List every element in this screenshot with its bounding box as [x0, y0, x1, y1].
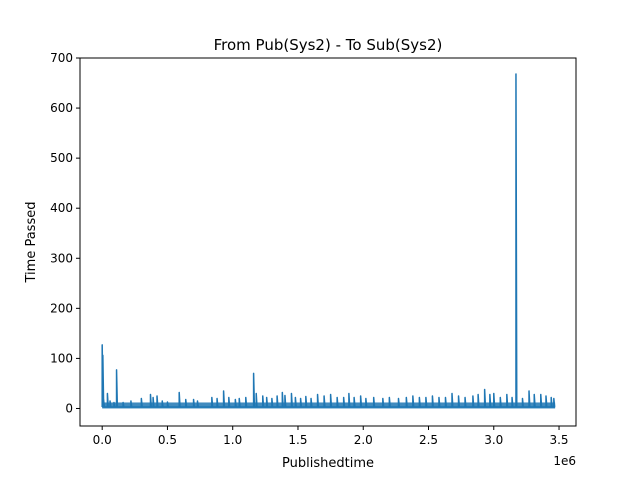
series-line: [101, 73, 556, 408]
x-tick-label: 3.0: [484, 433, 503, 447]
x-tick-label: 1.0: [223, 433, 242, 447]
y-tick-label: 400: [50, 201, 73, 215]
y-tick-label: 700: [50, 51, 73, 65]
y-tick-label: 200: [50, 301, 73, 315]
x-tick-label: 1.5: [288, 433, 307, 447]
y-tick-label: 100: [50, 351, 73, 365]
series-noise-band: [102, 402, 556, 409]
x-tick-label: 2.0: [354, 433, 373, 447]
y-tick-label: 300: [50, 251, 73, 265]
plot-frame: [79, 57, 577, 427]
y-tick-label: 600: [50, 101, 73, 115]
y-tick-label: 0: [65, 401, 73, 415]
x-axis-label: Publishedtime: [282, 456, 374, 471]
y-axis-label: Time Passed: [24, 202, 39, 284]
x-offset-label: 1e6: [553, 454, 576, 468]
y-axis: 0 100 200 300 400 500 600 700: [50, 51, 80, 415]
x-tick-label: 0.5: [158, 433, 177, 447]
plot-area: [101, 73, 556, 409]
chart-title: From Pub(Sys2) - To Sub(Sys2): [214, 36, 443, 54]
y-tick-label: 500: [50, 151, 73, 165]
x-axis: 0.0 0.5 1.0 1.5 2.0 2.5 3.0 3.5: [93, 426, 569, 447]
x-tick-label: 2.5: [419, 433, 438, 447]
x-tick-label: 0.0: [93, 433, 112, 447]
x-tick-label: 3.5: [549, 433, 568, 447]
